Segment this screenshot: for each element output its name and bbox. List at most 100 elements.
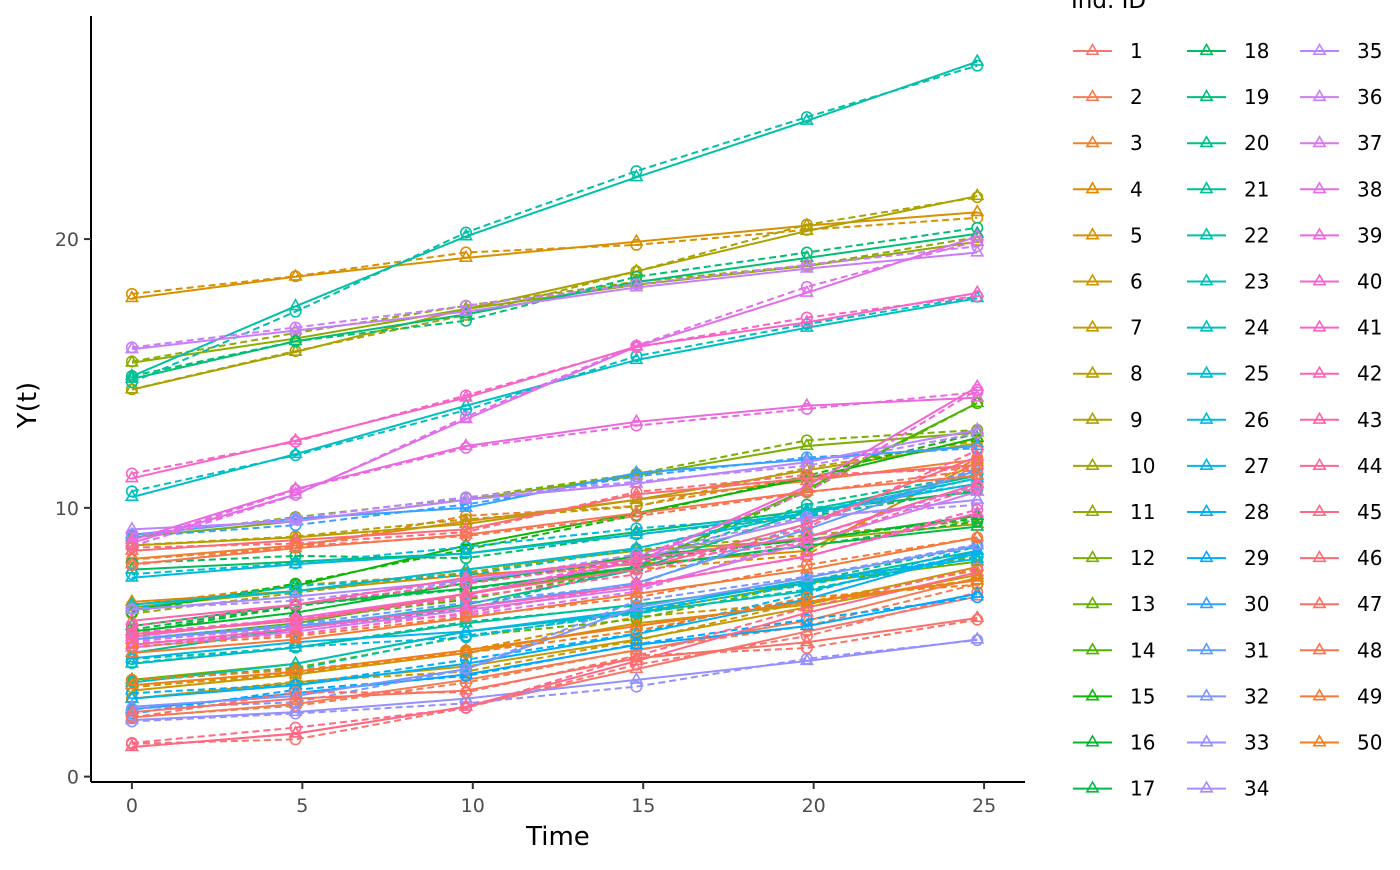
predicted-point <box>459 653 472 666</box>
observed-point <box>124 354 139 367</box>
legend-key-marker <box>1085 319 1100 332</box>
predicted-point <box>125 568 138 581</box>
legend-item-38: 38 <box>1300 177 1382 201</box>
predicted-point <box>289 512 302 525</box>
observed-point <box>799 515 814 529</box>
legend-key-marker <box>1085 227 1100 240</box>
observed-point <box>799 260 814 273</box>
observed-point <box>458 545 474 558</box>
legend-key-marker <box>1085 780 1100 793</box>
observed-point <box>124 290 139 303</box>
observed-point <box>799 561 814 574</box>
predicted-line <box>131 543 978 710</box>
legend-item-34: 34 <box>1187 777 1269 801</box>
observed-point <box>970 609 985 623</box>
predicted-point <box>459 299 472 312</box>
legend-key-marker <box>1085 642 1100 655</box>
series-27 <box>124 548 985 670</box>
predicted-point <box>630 165 643 178</box>
legend-label: 2 <box>1130 85 1143 109</box>
legend-label: 48 <box>1357 638 1382 662</box>
predicted-point <box>800 587 813 600</box>
observed-point <box>629 671 644 684</box>
legend-item-8: 8 <box>1073 362 1143 386</box>
legend-key-marker <box>1312 457 1327 470</box>
legend-label: 6 <box>1130 270 1143 294</box>
observed-line <box>131 396 978 542</box>
legend-item-31: 31 <box>1187 638 1269 662</box>
predicted-point <box>125 653 138 666</box>
legend-key-marker <box>1085 42 1100 56</box>
observed-point <box>629 505 644 518</box>
legend-label: 25 <box>1244 362 1269 386</box>
legend-label: 22 <box>1244 223 1269 247</box>
observed-point <box>799 397 814 410</box>
predicted-point <box>125 736 138 749</box>
observed-line <box>131 552 978 684</box>
legend-item-21: 21 <box>1187 177 1269 201</box>
series-22 <box>124 53 985 389</box>
predicted-point <box>289 686 302 699</box>
observed-line <box>131 579 978 687</box>
legend-key-marker <box>1199 457 1214 470</box>
legend-item-48: 48 <box>1300 638 1382 662</box>
observed-point <box>288 655 303 668</box>
legend-item-3: 3 <box>1073 131 1143 155</box>
observed-line <box>131 195 978 391</box>
series-19 <box>124 221 985 383</box>
legend-item-29: 29 <box>1187 546 1269 570</box>
legend-label: 19 <box>1244 85 1269 109</box>
predicted-line <box>131 483 978 610</box>
observed-point <box>288 322 303 335</box>
legend-key-marker <box>1199 365 1214 378</box>
legend-item-4: 4 <box>1073 177 1143 201</box>
predicted-line <box>131 553 978 664</box>
legend-label: 13 <box>1130 592 1155 616</box>
legend-label: 40 <box>1357 270 1382 294</box>
legend-label: 44 <box>1357 454 1382 478</box>
predicted-point <box>971 463 984 476</box>
observed-point <box>458 623 474 636</box>
series-35 <box>124 421 985 541</box>
series-9 <box>124 187 985 396</box>
observed-point <box>288 631 303 644</box>
observed-point <box>288 663 303 676</box>
legend-label: 21 <box>1244 177 1269 201</box>
observed-point <box>970 378 985 391</box>
legend-key-marker <box>1199 642 1214 655</box>
predicted-point <box>630 624 643 637</box>
observed-line <box>131 469 978 641</box>
legend-item-32: 32 <box>1187 684 1269 708</box>
legend-title: Ind. ID <box>1071 0 1146 14</box>
observed-line <box>131 211 978 300</box>
predicted-point <box>971 444 984 457</box>
observed-point <box>458 526 474 539</box>
observed-point <box>458 397 474 410</box>
predicted-point <box>971 634 984 647</box>
legend-label: 12 <box>1130 546 1155 570</box>
observed-point <box>970 53 985 66</box>
x-tick-label: 5 <box>296 795 308 817</box>
legend-label: 50 <box>1357 731 1382 755</box>
legend-label: 46 <box>1357 546 1382 570</box>
legend-item-24: 24 <box>1187 316 1269 340</box>
legend-label: 17 <box>1130 777 1155 801</box>
predicted-point <box>125 640 138 653</box>
observed-line <box>131 251 978 351</box>
observed-point <box>458 609 474 623</box>
observed-point <box>799 462 814 475</box>
observed-point <box>629 650 644 663</box>
legend-label: 5 <box>1130 223 1143 247</box>
observed-line <box>131 512 978 646</box>
observed-line <box>131 617 978 714</box>
x-tick-label: 20 <box>802 795 826 817</box>
legend-label: 34 <box>1244 777 1269 801</box>
observed-point <box>124 636 139 649</box>
legend-label: 32 <box>1244 684 1269 708</box>
legend-label: 14 <box>1130 638 1155 662</box>
observed-point <box>458 642 474 655</box>
observed-point <box>799 618 814 631</box>
observed-point <box>124 738 139 752</box>
series-33 <box>124 631 985 728</box>
observed-point <box>124 470 139 483</box>
